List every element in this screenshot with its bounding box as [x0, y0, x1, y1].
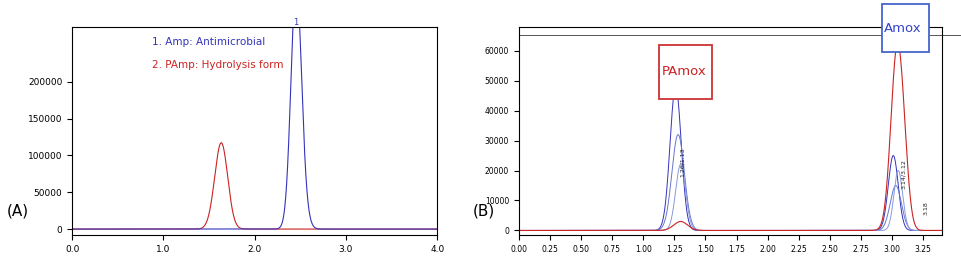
Text: 3.18: 3.18	[924, 202, 928, 215]
Text: 2. PAmp: Hydrolysis form: 2. PAmp: Hydrolysis form	[153, 60, 283, 70]
Text: Amox: Amox	[884, 22, 922, 35]
Text: PAmox: PAmox	[661, 65, 706, 78]
Text: 3.14/3.12: 3.14/3.12	[901, 159, 906, 189]
Text: 1: 1	[293, 18, 298, 27]
Text: (B): (B)	[473, 203, 495, 218]
Text: (A): (A)	[7, 203, 29, 218]
FancyBboxPatch shape	[882, 4, 929, 52]
Text: 1. Amp: Antimicrobial: 1. Amp: Antimicrobial	[153, 37, 265, 47]
Text: 1.26/1.13: 1.26/1.13	[680, 147, 685, 176]
FancyBboxPatch shape	[659, 45, 712, 99]
